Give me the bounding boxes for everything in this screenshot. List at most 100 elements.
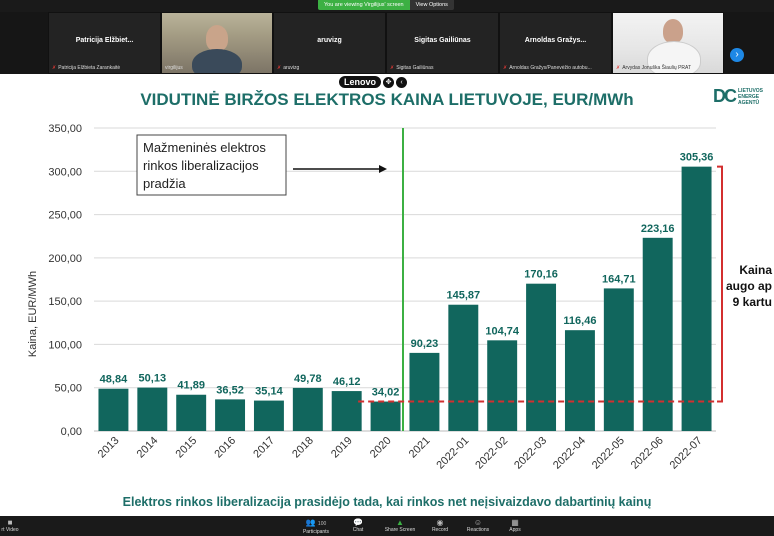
participant-video [206, 25, 228, 51]
participant-video-body [192, 49, 242, 73]
chevron-left-icon[interactable]: ‹ [396, 76, 408, 88]
apps-icon: ▦ [511, 518, 519, 527]
bar-value-label: 41,89 [177, 380, 205, 392]
x-tick-label: 2022-06 [629, 435, 666, 472]
reactions-button[interactable]: ☺ Reactions [458, 518, 498, 533]
annotation-line: Mažmeninės elektros [143, 140, 266, 155]
bar [253, 400, 284, 431]
record-icon: ◉ [436, 518, 444, 527]
x-tick-label: 2022-03 [512, 435, 549, 472]
x-tick-label: 2020 [368, 435, 394, 461]
participant-tile[interactable]: Arnoldas Gražys... ✗ Arnoldas Gražys/Pane… [499, 12, 612, 74]
value-labels: 48,84 50,13 41,89 36,52 35,14 49,78 46,12 34,02… [100, 152, 714, 399]
bar-value-label: 35,14 [255, 386, 283, 398]
participant-label: ✗ Sigitas Gailiūnas [390, 65, 434, 71]
participant-video-tile[interactable]: virgilijus [161, 12, 273, 74]
participant-label: ✗ Arvydas Jonuška Šiaulių PRAT [616, 65, 692, 71]
side-note-line: 9 kartu [733, 295, 772, 309]
bars [98, 166, 712, 431]
x-tick-label: 2015 [174, 435, 200, 461]
x-tick-label: 2022-04 [551, 435, 588, 472]
slide-title: VIDUTINĖ BIRŽOS ELEKTROS KAINA LIETUVOJE… [140, 90, 634, 109]
x-tick-label: 2022-07 [668, 435, 705, 472]
participant-name: Arnoldas Gražys... [524, 37, 587, 44]
chat-button[interactable]: 💬 Chat [338, 518, 378, 533]
chat-icon: 💬 [353, 518, 363, 527]
participant-tile[interactable]: Patricija Elžbiet... ✗ Patricija Elžbieta… [48, 12, 161, 74]
move-icon[interactable]: ✥ [383, 76, 395, 88]
bar [603, 288, 634, 431]
share-screen-icon: ▲ [396, 518, 404, 527]
participant-label: virgilijus [165, 65, 183, 71]
participant-tile[interactable]: aruvizg ✗ aruvizg [273, 12, 386, 74]
share-screen-button[interactable]: ▲ Share Screen [380, 518, 420, 533]
x-tick-label: 2016 [212, 435, 238, 461]
bar [215, 399, 246, 431]
y-tick-label: 300,00 [48, 166, 82, 178]
x-tick-label: 2022-02 [473, 435, 510, 472]
bar [292, 387, 323, 431]
side-note-line: augo ap [726, 279, 772, 293]
x-tick-label: 2021 [407, 435, 433, 461]
bar [681, 166, 712, 431]
lenovo-brand: Lenovo [339, 76, 382, 88]
lenovo-overlay: Lenovo ✥ ‹ [339, 76, 408, 88]
growth-bracket [717, 165, 723, 403]
y-axis-label: Kaina, EUR/MWh [27, 271, 39, 357]
annotation-line: pradžia [143, 176, 186, 191]
y-tick-label: 250,00 [48, 210, 82, 222]
x-tick-label: 2022-05 [590, 435, 627, 472]
bar [409, 352, 440, 431]
annotation-box [136, 134, 287, 196]
annotation-line: rinkos liberalizacijos [143, 158, 259, 173]
participant-label: ✗ Patricija Elžbieta Zarankaitė [52, 65, 121, 71]
next-page-button[interactable]: › [730, 48, 744, 62]
record-button[interactable]: ◉ Record [420, 518, 460, 533]
bar-value-label: 145,87 [446, 290, 480, 302]
video-icon: ■ [7, 518, 13, 527]
bar-value-label: 48,84 [100, 374, 128, 386]
mic-muted-icon: ✗ [616, 65, 621, 71]
logo-mark: DC [713, 86, 737, 106]
participants-button[interactable]: 👥 100 Participants [296, 518, 336, 535]
viewing-banner: You are viewing Virgilijus' screen View … [318, 0, 454, 10]
participant-name: aruvizg [317, 37, 342, 44]
view-options-button[interactable]: View Options [409, 0, 454, 10]
x-tick-label: 2019 [329, 435, 355, 461]
bar-value-label: 223,16 [641, 223, 675, 235]
bar-value-label: 36,52 [216, 384, 244, 396]
participant-video-body [647, 41, 701, 73]
bar-value-label: 164,71 [602, 273, 636, 285]
bar-value-label: 46,12 [333, 376, 361, 388]
bar-value-label: 49,78 [294, 373, 322, 385]
viewing-screen-label: You are viewing Virgilijus' screen [318, 0, 410, 10]
x-tick-label: 2017 [251, 435, 277, 461]
mic-muted-icon: ✗ [52, 65, 57, 71]
mic-muted-icon: ✗ [503, 65, 508, 71]
bar [137, 387, 168, 431]
side-note-line: Kaina [739, 263, 772, 277]
chevron-right-icon: › [735, 49, 739, 60]
participant-label: ✗ Arnoldas Gražys/Panevėžio autobu... [503, 65, 592, 71]
y-tick-label: 150,00 [48, 296, 82, 308]
slide-footer-text: Elektros rinkos liberalizacija prasidėjo… [122, 495, 652, 509]
bar-value-label: 170,16 [524, 269, 558, 281]
participant-tile[interactable]: Sigitas Gailiūnas ✗ Sigitas Gailiūnas [386, 12, 499, 74]
participant-name: Sigitas Gailiūnas [414, 37, 471, 44]
bar [331, 391, 362, 431]
y-tick-label: 350,00 [48, 123, 82, 135]
bar [176, 394, 207, 431]
bar [487, 340, 518, 431]
agency-logo: DC LIETUVOS ENERGE AGENTŪ [713, 86, 763, 107]
bar-value-label: 50,13 [139, 373, 167, 385]
y-axis-ticks: 0,00 50,00 100,00 150,00 200,00 250,00 300,00 3… [48, 123, 82, 438]
bar [98, 388, 129, 431]
mic-muted-icon: ✗ [277, 65, 282, 71]
start-video-button[interactable]: ■ rt Video [0, 518, 30, 533]
participant-video-tile[interactable]: ✗ Arvydas Jonuška Šiaulių PRAT [612, 12, 724, 74]
x-tick-label: 2014 [135, 435, 161, 461]
y-tick-label: 100,00 [48, 339, 82, 351]
apps-button[interactable]: ▦ Apps [495, 518, 535, 533]
bar-value-label: 116,46 [563, 315, 596, 327]
mic-muted-icon: ✗ [390, 65, 395, 71]
